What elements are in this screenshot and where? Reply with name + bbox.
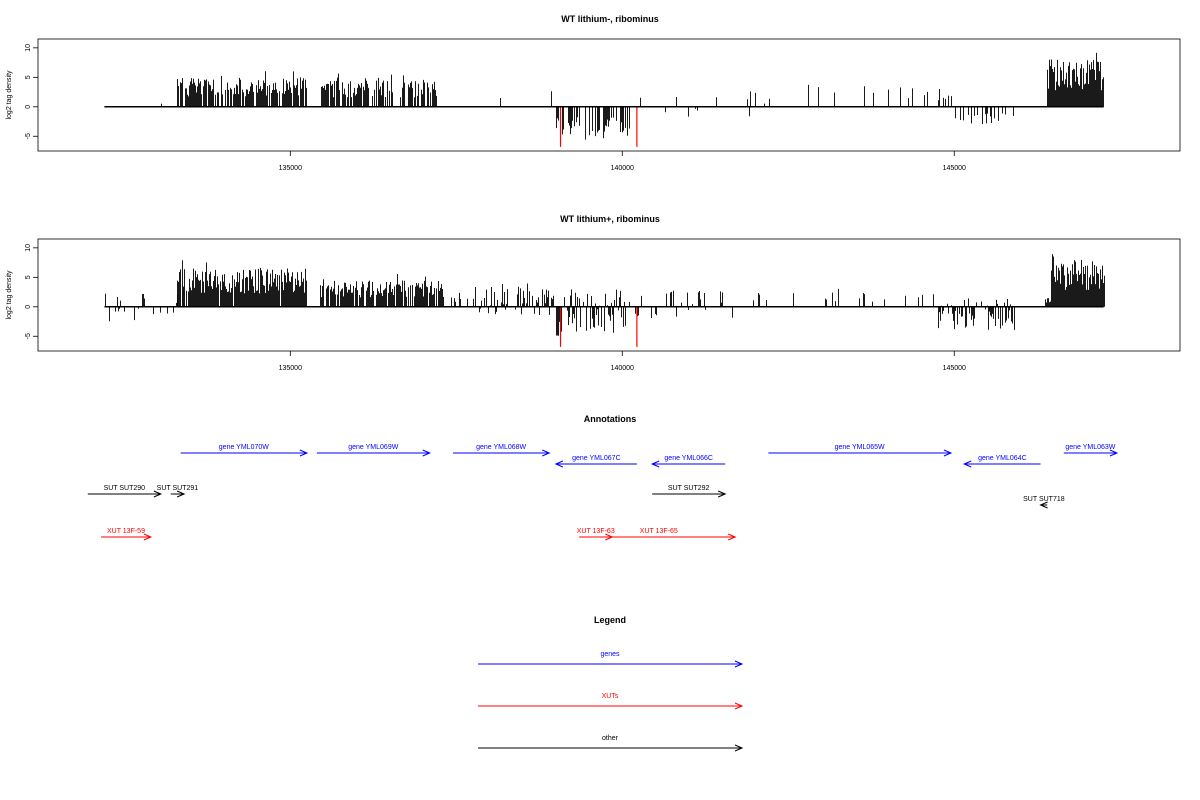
annotation-arrow: gene YML068W (452, 444, 551, 457)
annotation-label: gene YML065W (835, 444, 885, 451)
y-tick-label: -5 (25, 133, 32, 139)
annotation-arrow: gene YML069W (316, 444, 432, 457)
annotation-arrow: SUT SUT290 (87, 485, 163, 498)
x-tick-label: 145000 (943, 165, 966, 172)
bar-series (104, 52, 1104, 147)
y-tick-label: 10 (25, 244, 32, 252)
y-tick-label: 0 (25, 105, 32, 109)
annotation-arrow: gene YML067C (554, 455, 637, 468)
annotation-label: gene YML070W (219, 444, 269, 451)
annotation-arrow: gene YML066C (650, 455, 726, 468)
annotation-label: gene YML064C (978, 455, 1027, 462)
legend-label: other (602, 735, 619, 742)
annotation-label: SUT SUT290 (104, 485, 146, 492)
annotation-arrow: SUT SUT292 (652, 485, 727, 498)
annotation-arrow: gene YML065W (768, 444, 953, 457)
annotation-label: XUT 13F-63 (577, 528, 615, 535)
annotation-label: XUT 13F-59 (107, 528, 145, 535)
bar-series (104, 254, 1105, 347)
annotation-arrow: XUT 13F-63 (577, 528, 615, 541)
legend-entry: genes (478, 651, 744, 668)
x-tick-label: 135000 (279, 365, 302, 372)
plot-frame (37, 38, 1181, 152)
annotations-title: Annotations (584, 414, 637, 424)
annotation-arrow: XUT 13F-59 (101, 528, 153, 541)
plot-frame (37, 238, 1181, 352)
track-plot-lithium-plus: WT lithium+, ribominus log2 tag density … (6, 214, 1181, 372)
x-tick-label: 140000 (611, 165, 634, 172)
y-axis: -5 0 5 10 (25, 44, 38, 139)
annotation-arrow: gene YML070W (180, 444, 309, 457)
annotation-arrow: gene YML064C (962, 455, 1041, 468)
y-tick-label: 0 (25, 305, 32, 309)
legend-title: Legend (594, 615, 626, 625)
legend-entry: other (478, 735, 744, 752)
y-axis-label: log2 tag density (6, 70, 13, 120)
annotation-arrow: XUT 13F-65 (582, 528, 737, 541)
legend-label: genes (600, 651, 620, 658)
legend-entry: XUTs (478, 693, 744, 710)
track-plot-lithium-minus: WT lithium-, ribominus log2 tag density … (6, 14, 1181, 172)
annotation-arrow: gene YML063W (1063, 444, 1119, 457)
annotation-label: XUT 13F-65 (640, 528, 678, 535)
plot-title: WT lithium-, ribominus (561, 14, 659, 24)
plot-title: WT lithium+, ribominus (560, 214, 660, 224)
annotation-label: gene YML066C (664, 455, 713, 462)
x-tick-label: 145000 (943, 365, 966, 372)
annotation-label: gene YML069W (348, 444, 398, 451)
y-axis-label: log2 tag density (6, 270, 13, 320)
x-axis: 135000 140000 145000 (279, 351, 966, 372)
annotation-label: gene YML063W (1065, 444, 1115, 451)
annotation-label: SUT SUT718 (1023, 496, 1065, 503)
y-tick-label: 5 (25, 75, 32, 79)
annotations-panel: Annotations gene YML070W gene YML069W gene… (87, 414, 1119, 541)
x-tick-label: 140000 (611, 365, 634, 372)
annotation-label: gene YML068W (476, 444, 526, 451)
x-axis: 135000 140000 145000 (279, 151, 966, 172)
legend-label: XUTs (602, 693, 619, 700)
annotation-label: SUT SUT291 (157, 485, 199, 492)
y-tick-label: -5 (25, 333, 32, 339)
annotation-label: gene YML067C (572, 455, 621, 462)
annotation-arrow: SUT SUT291 (157, 485, 199, 498)
y-tick-label: 10 (25, 44, 32, 52)
y-tick-label: 5 (25, 275, 32, 279)
legend-panel: Legend genes XUTs other (478, 615, 744, 752)
y-axis: -5 0 5 10 (25, 244, 38, 339)
annotation-arrow: SUT SUT718 (1023, 496, 1065, 509)
x-tick-label: 135000 (279, 165, 302, 172)
annotation-label: SUT SUT292 (668, 485, 710, 492)
